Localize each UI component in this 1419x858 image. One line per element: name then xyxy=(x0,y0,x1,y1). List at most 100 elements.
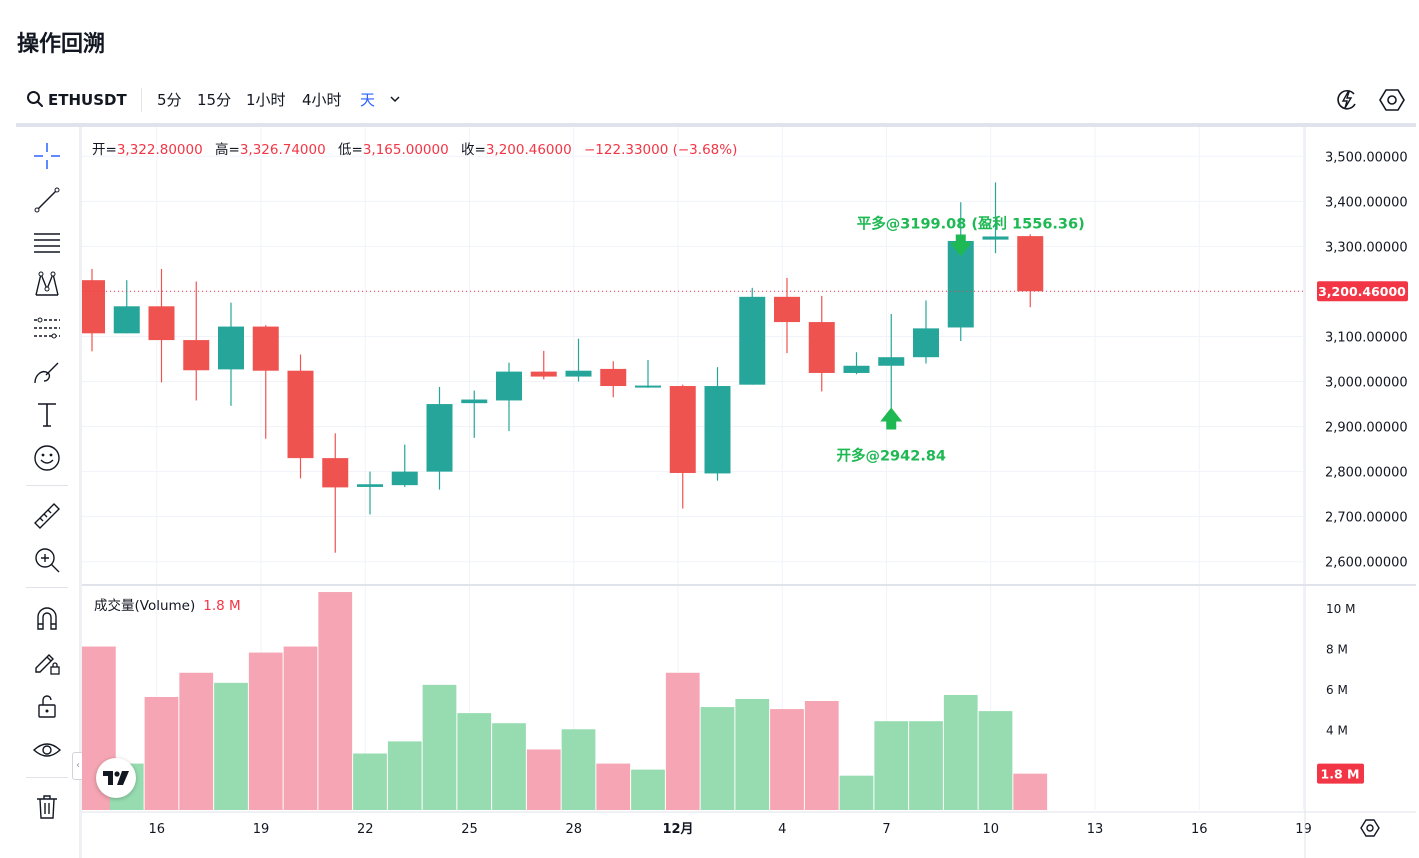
volume-tick-label: 8 M xyxy=(1326,643,1348,657)
candle-body xyxy=(808,322,835,373)
timeframe-dropdown[interactable] xyxy=(389,78,401,122)
settings-hexagon-icon xyxy=(1379,89,1405,111)
open-label: 开= xyxy=(92,142,117,158)
volume-bar xyxy=(353,753,387,810)
volume-tick-label: 10 M xyxy=(1326,602,1355,616)
ruler-tool[interactable] xyxy=(30,499,64,533)
time-tick-label: 16 xyxy=(148,822,165,837)
price-tick-label: 2,700.00000 xyxy=(1325,511,1408,526)
replay-button[interactable] xyxy=(1334,78,1360,122)
ruler-icon xyxy=(34,503,60,529)
tool-divider xyxy=(26,777,68,778)
time-tick-label: 22 xyxy=(357,822,374,837)
text-tool[interactable] xyxy=(30,397,64,431)
page-title: 操作回溯 xyxy=(17,32,106,57)
timeframe-5m-button[interactable]: 5分 xyxy=(157,91,182,109)
lock-drawing-tool[interactable] xyxy=(30,645,64,679)
brush-tool[interactable] xyxy=(30,355,64,389)
candle-body xyxy=(669,386,696,473)
open-value: 3,322.80000 xyxy=(116,142,203,158)
price-tick-label: 2,600.00000 xyxy=(1325,556,1408,571)
price-tick-label: 2,800.00000 xyxy=(1325,466,1408,481)
last-volume-tag xyxy=(1317,763,1364,784)
settings-button[interactable] xyxy=(1379,78,1405,122)
pattern-icon xyxy=(35,271,59,296)
tool-divider xyxy=(26,587,68,588)
high-label: 高= xyxy=(215,142,240,158)
zoom-in-tool[interactable] xyxy=(30,543,64,577)
time-tick-label: 4 xyxy=(778,822,786,837)
fib-icon xyxy=(34,317,60,339)
volume-bar xyxy=(179,672,214,810)
toolbar-divider xyxy=(141,88,142,112)
volume-bar xyxy=(909,721,943,810)
toolbar-border xyxy=(79,127,82,858)
buy-arrow-icon xyxy=(880,407,903,430)
volume-bar xyxy=(874,721,909,810)
price-tick-label: 2,900.00000 xyxy=(1325,421,1408,436)
magnet-tool[interactable] xyxy=(30,601,64,635)
timeframe-1h-button[interactable]: 1小时 xyxy=(246,91,286,109)
trendline-tool[interactable] xyxy=(30,183,64,217)
change-value: −122.33000 (−3.68%) xyxy=(584,142,738,158)
low-label: 低= xyxy=(338,142,363,158)
time-tick-label: 10 xyxy=(982,822,999,837)
candle-body xyxy=(148,306,175,341)
candle-body xyxy=(774,296,800,323)
volume-bar xyxy=(318,592,353,810)
candle-body xyxy=(218,326,244,370)
candle-body xyxy=(635,385,661,388)
zoom-in-icon xyxy=(35,548,60,573)
candle-body xyxy=(565,370,592,377)
fib-tool[interactable] xyxy=(30,311,64,345)
time-tick-label: 28 xyxy=(565,822,582,837)
candle-body xyxy=(739,296,766,385)
volume-bar xyxy=(492,723,526,810)
volume-bar xyxy=(978,711,1013,810)
tradingview-logo[interactable] xyxy=(96,758,136,798)
crosshair-icon xyxy=(34,143,60,169)
volume-bar xyxy=(422,684,457,810)
horizontal-lines-tool[interactable] xyxy=(30,225,64,259)
brush-icon xyxy=(34,362,59,384)
volume-bar xyxy=(631,769,665,810)
timeframe-1d-button[interactable]: 天 xyxy=(360,91,376,109)
magnet-icon xyxy=(37,607,57,630)
timeframe-15m-button[interactable]: 15分 xyxy=(197,91,232,109)
text-icon xyxy=(38,403,56,427)
unlock-tool[interactable] xyxy=(30,689,64,723)
visibility-tool[interactable] xyxy=(30,733,64,767)
chevron-down-icon xyxy=(390,96,400,103)
time-tick-label: 13 xyxy=(1087,822,1104,837)
price-tick-label: 3,000.00000 xyxy=(1325,376,1408,391)
price-tick-label: 3,400.00000 xyxy=(1325,195,1408,210)
candle-body xyxy=(426,404,453,472)
chart-toolbar: ETHUSDT 5分 15分 1小时 4小时 天 xyxy=(16,78,1416,122)
volume-bar xyxy=(214,682,248,810)
lock-pencil-icon xyxy=(35,654,60,675)
last-price-tag xyxy=(1317,281,1408,302)
candle-body xyxy=(496,371,522,401)
time-tick-label: 16 xyxy=(1191,822,1208,837)
emoji-tool[interactable] xyxy=(30,441,64,475)
price-tick-label: 3,100.00000 xyxy=(1325,330,1408,345)
sell-arrow-icon xyxy=(949,234,972,257)
candle-body xyxy=(878,357,905,366)
search-icon xyxy=(27,91,43,107)
symbol-search-button[interactable]: ETHUSDT xyxy=(26,78,127,122)
drawing-toolbar xyxy=(16,127,78,858)
unlock-icon xyxy=(38,695,56,718)
candle-body xyxy=(530,371,557,377)
candle-body xyxy=(82,280,105,334)
low-value: 3,165.00000 xyxy=(362,142,449,158)
candle-body xyxy=(183,340,210,371)
crosshair-tool[interactable] xyxy=(30,139,64,173)
delete-drawings-tool[interactable] xyxy=(30,789,64,823)
candle-body xyxy=(287,370,314,459)
timeframe-4h-button[interactable]: 4小时 xyxy=(302,91,342,109)
volume-bar xyxy=(700,707,735,810)
price-tick-label: 3,300.00000 xyxy=(1325,240,1408,255)
candle-body xyxy=(322,458,349,488)
pattern-tool[interactable] xyxy=(30,267,64,301)
